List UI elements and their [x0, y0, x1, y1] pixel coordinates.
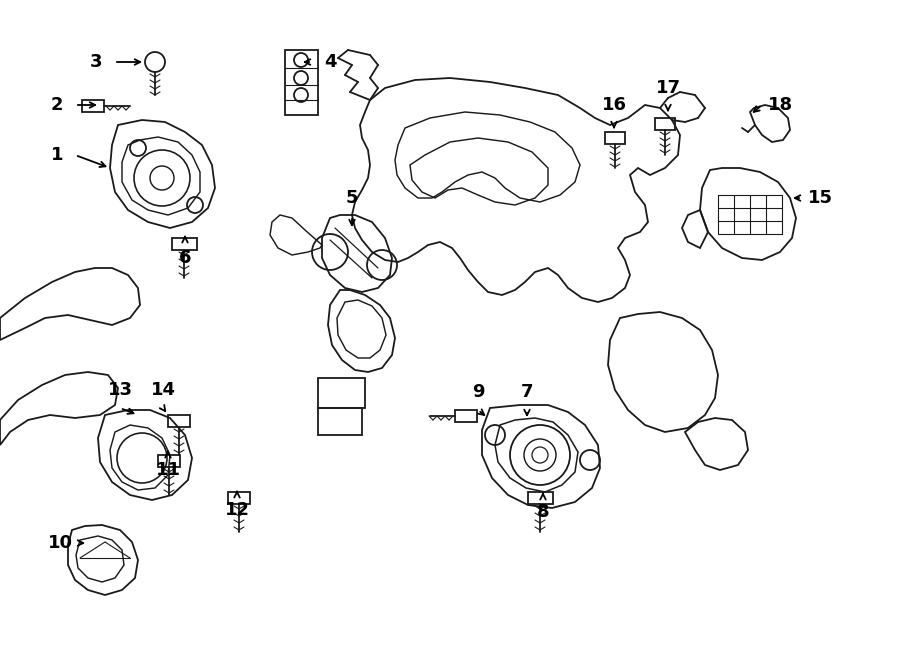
Text: 12: 12: [224, 501, 249, 519]
Text: 16: 16: [601, 96, 626, 114]
Bar: [528, 492, 553, 504]
Bar: [168, 415, 190, 427]
Text: 13: 13: [107, 381, 132, 399]
Text: 11: 11: [156, 461, 181, 479]
Text: 10: 10: [48, 534, 73, 552]
Bar: [172, 238, 197, 250]
Text: 4: 4: [324, 53, 337, 71]
Text: 18: 18: [768, 96, 793, 114]
Bar: [605, 132, 625, 144]
Text: 9: 9: [472, 383, 484, 401]
Bar: [82, 100, 104, 112]
Text: 6: 6: [179, 249, 191, 267]
Bar: [455, 410, 477, 422]
Text: 8: 8: [536, 503, 549, 521]
Text: 3: 3: [90, 53, 103, 71]
Text: 7: 7: [521, 383, 533, 401]
Bar: [158, 455, 180, 467]
Bar: [655, 118, 675, 130]
Text: 14: 14: [150, 381, 176, 399]
Text: 1: 1: [50, 146, 63, 164]
Text: 15: 15: [807, 189, 833, 207]
Text: 5: 5: [346, 189, 358, 207]
Text: 17: 17: [655, 79, 680, 97]
Text: 2: 2: [50, 96, 63, 114]
Bar: [228, 492, 250, 504]
